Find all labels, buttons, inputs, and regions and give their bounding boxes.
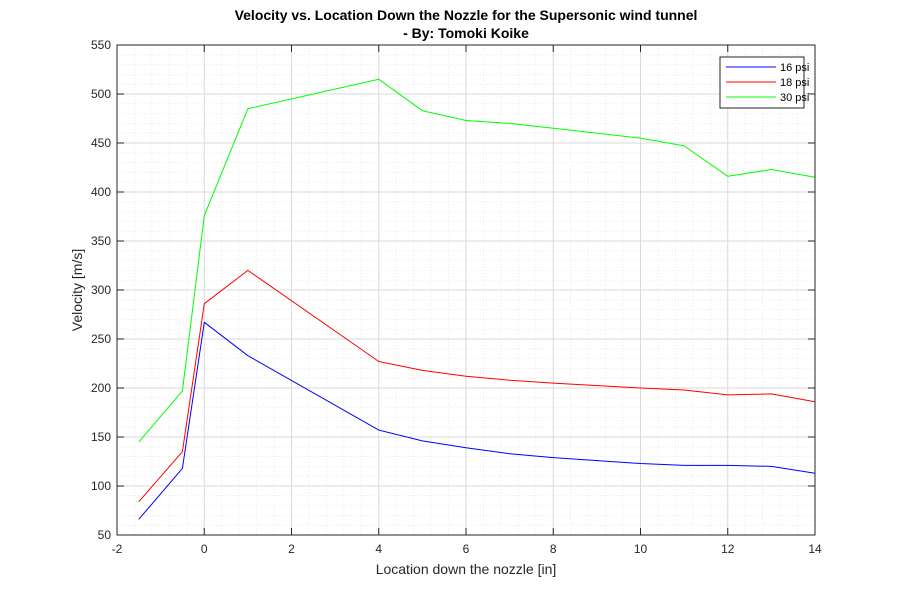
x-axis-label: Location down the nozzle [in] xyxy=(376,561,557,577)
chart-subtitle: - By: Tomoki Koike xyxy=(403,25,529,41)
x-tick-label: 4 xyxy=(375,542,382,556)
series-line-16-psi xyxy=(138,321,816,520)
y-tick-label: 200 xyxy=(91,381,111,395)
x-tick-label: 2 xyxy=(288,542,295,556)
y-tick-label: 50 xyxy=(98,528,112,542)
y-tick-label: 150 xyxy=(91,430,111,444)
y-axis-label: Velocity [m/s] xyxy=(69,249,85,331)
legend-label-30-psi: 30 psi xyxy=(780,92,809,104)
legend-label-18-psi: 18 psi xyxy=(780,77,809,89)
y-tick-label: 500 xyxy=(91,87,111,101)
chart-title: Velocity vs. Location Down the Nozzle fo… xyxy=(235,7,698,23)
legend: 16 psi 18 psi 30 psi xyxy=(719,56,809,109)
series-line-30-psi xyxy=(138,78,816,443)
y-tick-label: 450 xyxy=(91,136,111,150)
y-tick-label: 250 xyxy=(91,332,111,346)
series-layer xyxy=(138,78,816,520)
y-axis: 50 100 150 200 250 300 350 400 450 500 550 xyxy=(91,38,815,542)
y-tick-label: 400 xyxy=(91,185,111,199)
x-tick-label: 10 xyxy=(634,542,648,556)
x-axis: -2 0 2 4 6 8 10 12 14 xyxy=(112,45,822,556)
y-tick-label: 350 xyxy=(91,234,111,248)
x-tick-label: 8 xyxy=(550,542,557,556)
y-tick-label: 550 xyxy=(91,38,111,52)
x-tick-label: 6 xyxy=(463,542,470,556)
x-tick-label: -2 xyxy=(112,542,123,556)
legend-label-16-psi: 16 psi xyxy=(780,62,809,74)
x-tick-label: 0 xyxy=(201,542,208,556)
x-tick-label: 14 xyxy=(808,542,822,556)
x-tick-label: 12 xyxy=(721,542,735,556)
y-tick-label: 100 xyxy=(91,479,111,493)
series-line-18-psi xyxy=(138,269,816,503)
y-tick-label: 300 xyxy=(91,283,111,297)
